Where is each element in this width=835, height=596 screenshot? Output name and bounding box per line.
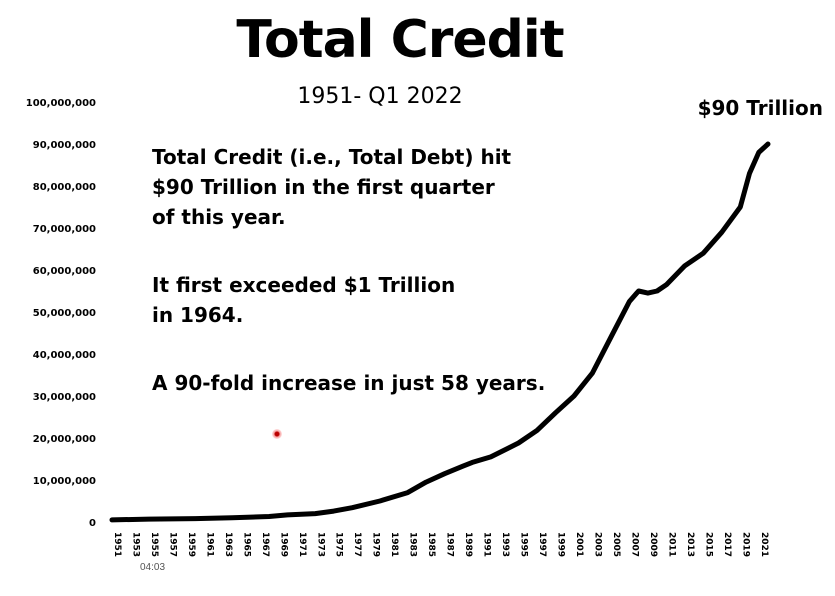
x-tick-label: 1999 <box>555 532 565 557</box>
x-tick-label: 1975 <box>334 532 344 557</box>
x-tick-label: 2019 <box>740 532 750 557</box>
x-tick-label: 2003 <box>592 532 602 557</box>
y-tick-label: 60,000,000 <box>33 266 96 277</box>
x-tick-label: 1963 <box>223 532 233 557</box>
x-tick-label: 1973 <box>315 532 325 557</box>
y-tick-label: 40,000,000 <box>33 350 96 361</box>
y-tick-label: 90,000,000 <box>33 140 96 151</box>
y-axis: 0 10,000,000 20,000,000 30,000,000 40,000,00… <box>26 98 96 529</box>
x-tick-label: 2009 <box>648 532 658 557</box>
annotation-line: $90 Trillion in the first quarter <box>152 175 495 199</box>
annotation-line: Total Credit (i.e., Total Debt) hit <box>152 145 512 169</box>
x-tick-label: 1983 <box>408 532 418 557</box>
x-tick-label: 2017 <box>722 532 732 557</box>
x-tick-label: 1953 <box>130 532 140 557</box>
video-timestamp: 04:03 <box>140 562 166 573</box>
y-tick-label: 20,000,000 <box>33 434 96 445</box>
end-value-annotation: $90 Trillion <box>697 96 823 120</box>
x-tick-label: 2007 <box>629 532 639 557</box>
y-tick-label: 100,000,000 <box>26 98 96 109</box>
x-tick-label: 1965 <box>241 532 251 557</box>
x-tick-label: 2021 <box>759 532 769 557</box>
x-tick-label: 1969 <box>278 532 288 557</box>
y-tick-label: 50,000,000 <box>33 308 96 319</box>
x-tick-label: 1985 <box>426 532 436 557</box>
x-tick-label: 1967 <box>260 532 270 557</box>
x-tick-label: 1997 <box>537 532 547 557</box>
x-tick-label: 1955 <box>149 532 159 557</box>
x-tick-label: 1989 <box>463 532 473 557</box>
x-tick-label: 1979 <box>371 532 381 557</box>
x-tick-label: 1977 <box>352 532 362 557</box>
x-tick-label: 1957 <box>167 532 177 557</box>
x-tick-label: 1951 <box>112 532 122 557</box>
annotation-block-1: Total Credit (i.e., Total Debt) hit $90 … <box>152 142 511 232</box>
annotation-block-3: A 90-fold increase in just 58 years. <box>152 368 545 398</box>
x-tick-label: 1995 <box>519 532 529 557</box>
mouse-cursor-indicator <box>272 429 282 439</box>
x-tick-label: 1981 <box>389 532 399 557</box>
annotation-line: A 90-fold increase in just 58 years. <box>152 371 546 395</box>
y-tick-label: 10,000,000 <box>33 476 96 487</box>
x-tick-label: 1991 <box>482 532 492 557</box>
annotation-block-2: It first exceeded $1 Trillion in 1964. <box>152 270 455 330</box>
x-axis: 1951 1953 1955 1957 1959 1961 1963 1965 1967 1969… <box>112 532 769 557</box>
x-tick-label: 2011 <box>666 532 676 557</box>
x-tick-label: 1987 <box>445 532 455 557</box>
y-tick-label: 80,000,000 <box>33 182 96 193</box>
x-tick-label: 2013 <box>685 532 695 557</box>
series-line-total-credit <box>109 141 771 523</box>
annotation-line: It first exceeded $1 Trillion <box>152 273 456 297</box>
chart-title: Total Credit <box>236 10 564 70</box>
x-tick-label: 2001 <box>574 532 584 557</box>
y-tick-label: 70,000,000 <box>33 224 96 235</box>
annotation-line: of this year. <box>152 205 286 229</box>
y-tick-label: 0 <box>89 518 96 529</box>
x-tick-label: 2015 <box>703 532 713 557</box>
x-tick-label: 1971 <box>297 532 307 557</box>
annotation-line: in 1964. <box>152 303 244 327</box>
x-tick-label: 1959 <box>186 532 196 557</box>
y-tick-label: 30,000,000 <box>33 392 96 403</box>
series-group <box>109 141 771 523</box>
x-tick-label: 1993 <box>500 532 510 557</box>
x-tick-label: 1961 <box>204 532 214 557</box>
x-tick-label: 2005 <box>611 532 621 557</box>
chart-subtitle: 1951- Q1 2022 <box>297 84 463 109</box>
